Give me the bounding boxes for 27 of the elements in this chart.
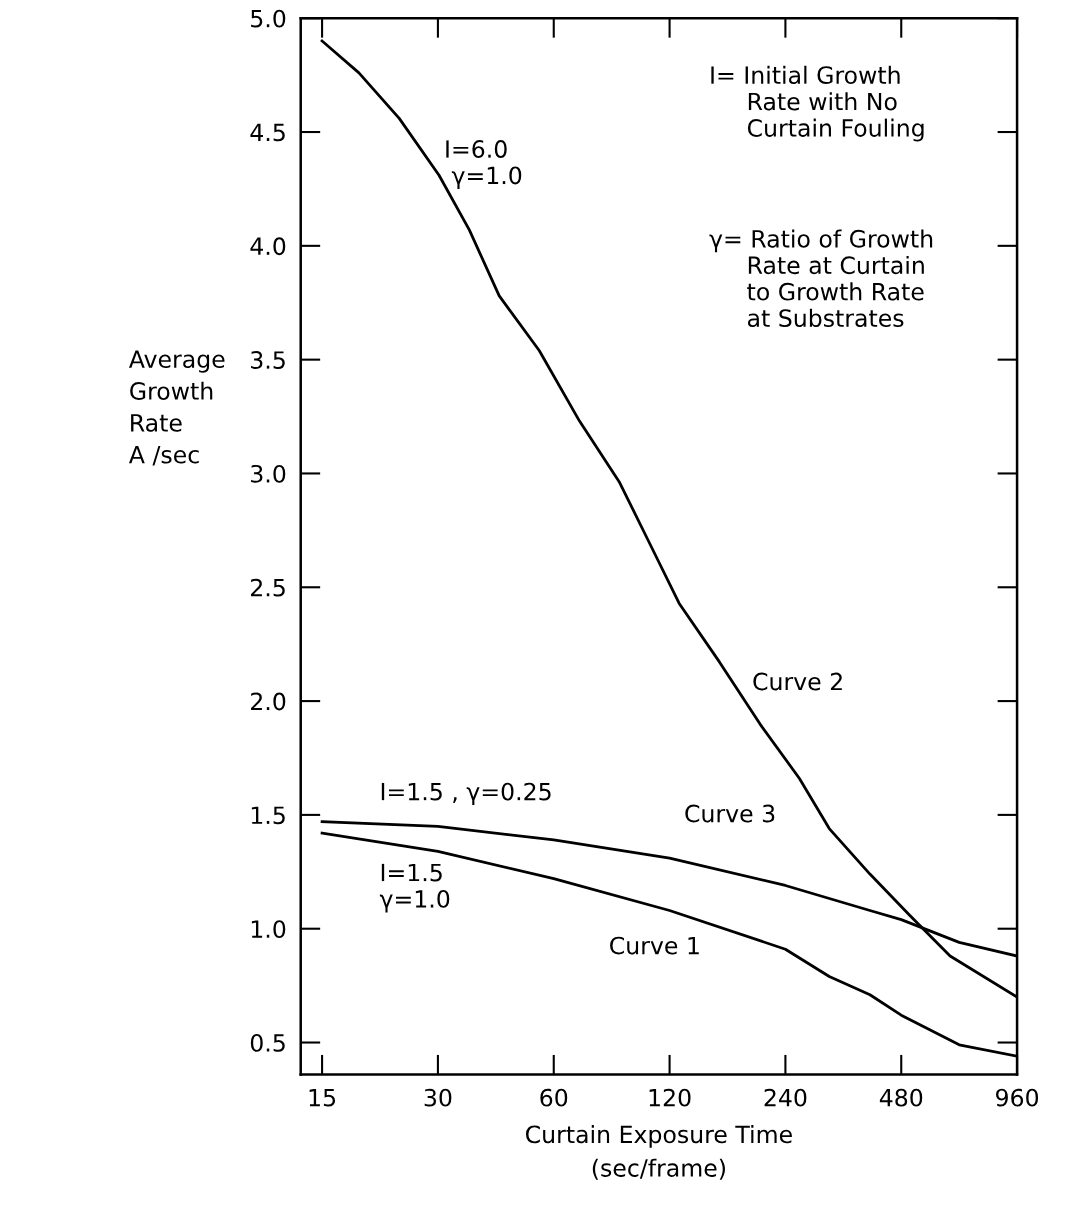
annotation: I= Initial Growth Rate with No Curtain Fouling <box>711 65 924 142</box>
series-label: Curve 2 <box>753 672 842 691</box>
y-tick-label: 2.5 <box>251 578 285 597</box>
y-tick-label: 1.0 <box>251 920 286 939</box>
x-tick-label: 120 <box>649 1088 691 1107</box>
series-label: Curve 3 <box>685 804 775 823</box>
y-tick-label: 3.0 <box>251 464 286 483</box>
x-tick-label: 960 <box>996 1088 1039 1107</box>
y-tick-label: 0.5 <box>250 1033 285 1052</box>
y-tick-label: 4.5 <box>250 123 285 142</box>
x-tick-label: 240 <box>764 1088 807 1107</box>
y-tick-label: 4.0 <box>250 237 286 256</box>
annotation: I=1.5 , γ=0.25 <box>381 782 551 806</box>
x-tick-label: 480 <box>879 1088 923 1107</box>
x-tick-label: 30 <box>424 1088 452 1107</box>
y-tick-label: 3.5 <box>251 351 285 369</box>
x-tick-label: 60 <box>540 1088 568 1107</box>
y-tick-label: 5.0 <box>251 9 286 28</box>
x-axis-title: Curtain Exposure Time (sec/frame) <box>525 1125 792 1180</box>
y-tick-label: 2.0 <box>251 692 286 711</box>
y-axis-title: Average Growth Rate A /sec <box>128 350 225 466</box>
y-tick-label: 1.5 <box>251 806 285 825</box>
annotation: γ= Ratio of Growth Rate at Curtain to Growth Rate at Substrates <box>709 229 933 328</box>
annotation: I=1.5 γ=1.0 <box>379 863 450 913</box>
x-tick-label: 15 <box>309 1089 336 1107</box>
series-label: Curve 1 <box>610 936 699 955</box>
annotation: I=6.0 γ=1.0 <box>446 140 522 189</box>
